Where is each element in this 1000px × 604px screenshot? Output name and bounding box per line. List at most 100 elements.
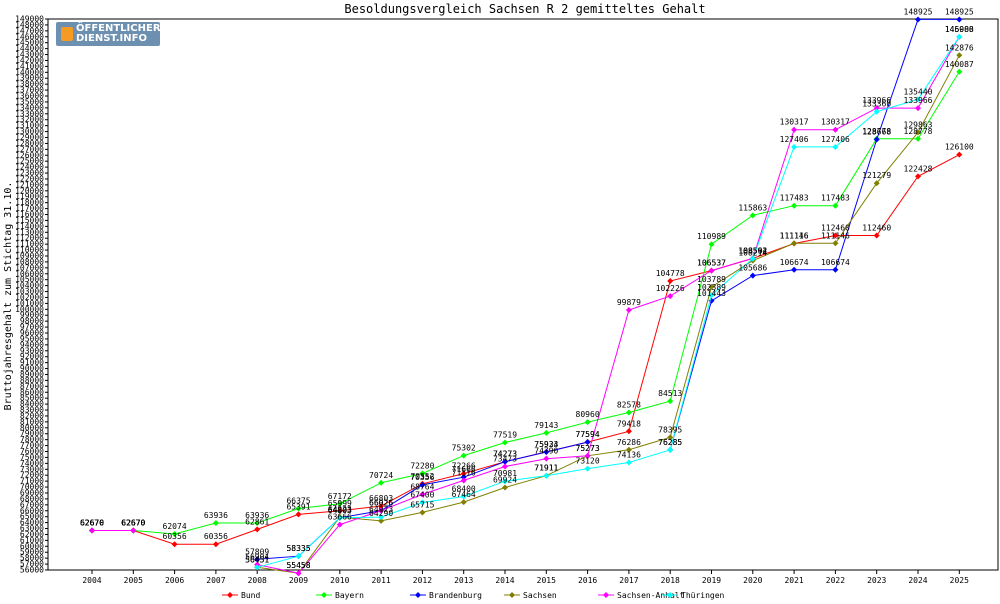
data-label-sachsen-anhalt: 145988: [945, 25, 974, 34]
x-tick-label: 2014: [495, 576, 514, 585]
data-label-bayern: 66375: [286, 497, 310, 506]
y-tick-label: 101000: [15, 299, 44, 308]
legend-marker-bund: [227, 592, 233, 598]
y-tick-label: 129000: [15, 133, 44, 142]
data-label-th-ringen: 64923: [369, 505, 393, 514]
x-tick-label: 2018: [661, 576, 680, 585]
x-tick-label: 2006: [165, 576, 184, 585]
data-label-sachsen: 64923: [328, 505, 352, 514]
y-tick-label: 98000: [20, 317, 44, 326]
data-label-th-ringen: 135440: [904, 87, 933, 96]
data-point-bayern: [956, 68, 963, 75]
data-label-brandenburg: 71666: [452, 465, 476, 474]
legend-label-sachsen: Sachsen: [523, 591, 557, 600]
x-tick-label: 2016: [578, 576, 597, 585]
data-point-brandenburg: [584, 439, 591, 446]
data-point-th-ringen: [791, 143, 798, 150]
data-label-brandenburg: 106674: [780, 258, 809, 267]
data-label-bayern: 128778: [862, 127, 891, 136]
data-label-brandenburg: 148925: [945, 7, 974, 16]
y-tick-label: 140000: [15, 68, 44, 77]
data-point-th-ringen: [749, 255, 756, 262]
data-point-bayern: [708, 241, 715, 248]
data-label-sachsen: 55458: [286, 561, 310, 570]
y-tick-label: 135000: [15, 97, 44, 106]
data-label-bund: 111116: [780, 231, 809, 240]
data-point-bayern: [749, 212, 756, 219]
x-tick-label: 2005: [124, 576, 143, 585]
legend-label-brandenburg: Brandenburg: [429, 591, 482, 600]
data-point-bund: [956, 151, 963, 158]
data-label-th-ringen: 102389: [697, 283, 726, 292]
data-label-bayern: 80960: [576, 410, 600, 419]
logo-icon: [61, 27, 73, 41]
data-label-bund: 79418: [617, 419, 641, 428]
y-tick-label: 141000: [15, 62, 44, 71]
y-tick-label: 132000: [15, 115, 44, 124]
data-label-brandenburg: 148925: [904, 7, 933, 16]
y-tick-label: 126000: [15, 151, 44, 160]
y-tick-label: 138000: [15, 80, 44, 89]
data-label-sachsen: 62670: [80, 518, 104, 527]
y-tick-label: 71000: [20, 477, 44, 486]
data-label-bayern: 63936: [245, 511, 269, 520]
data-label-bayern: 79143: [534, 421, 558, 430]
series-line-brandenburg: [669, 18, 960, 450]
data-label-brandenburg: 66026: [369, 499, 393, 508]
data-label-brandenburg: 74273: [493, 450, 517, 459]
x-tick-label: 2021: [784, 576, 803, 585]
data-label-th-ringen: 58335: [286, 544, 310, 553]
x-tick-label: 2024: [908, 576, 927, 585]
y-tick-label: 76000: [20, 447, 44, 456]
data-point-bayern: [791, 202, 798, 209]
data-label-sachsen-anhalt: 133966: [904, 96, 933, 105]
y-tick-label: 122000: [15, 174, 44, 183]
data-point-sachsen-anhalt: [336, 521, 343, 528]
y-tick-label: 56000: [20, 566, 44, 575]
data-label-bayern: 82578: [617, 401, 641, 410]
data-point-th-ringen: [584, 465, 591, 472]
data-point-sachsen: [956, 52, 963, 59]
data-label-bund: 70552: [410, 472, 434, 481]
y-axis-label: Bruttojahresgehalt zum Stichtag 31.10.: [3, 182, 14, 411]
data-point-brandenburg: [791, 266, 798, 273]
legend-marker-bayern: [321, 592, 327, 598]
data-point-bayern: [832, 202, 839, 209]
data-label-th-ringen: 70981: [493, 469, 517, 478]
data-point-bayern: [584, 419, 591, 426]
y-tick-label: 103000: [15, 287, 44, 296]
data-label-sachsen: 111146: [821, 231, 850, 240]
data-label-th-ringen: 71911: [534, 464, 558, 473]
data-label-bayern: 70724: [369, 471, 393, 480]
data-point-sachsen: [419, 509, 426, 516]
data-label-sachsen-anhalt: 56904: [245, 553, 269, 562]
y-tick-label: 104000: [15, 281, 44, 290]
data-label-bund: 112460: [821, 223, 850, 232]
data-point-bayern: [460, 452, 467, 459]
data-point-bund: [873, 232, 880, 239]
data-point-bayern: [625, 409, 632, 416]
data-label-sachsen-anhalt: 106537: [697, 259, 726, 268]
y-tick-label: 92000: [20, 352, 44, 361]
data-point-sachsen-anhalt: [89, 527, 95, 534]
data-point-bund: [254, 526, 261, 533]
data-label-sachsen: 62670: [121, 518, 145, 527]
data-label-brandenburg: 62670: [80, 518, 104, 527]
y-tick-label: 68000: [20, 494, 44, 503]
y-tick-label: 128000: [15, 139, 44, 148]
data-label-bayern: 117483: [780, 194, 809, 203]
data-point-sachsen: [378, 517, 385, 524]
data-point-th-ringen: [336, 514, 343, 521]
data-point-sachsen: [667, 434, 674, 441]
y-tick-label: 108000: [15, 257, 44, 266]
data-label-bayern: 110989: [697, 232, 726, 241]
logo-line-2: DIENST.INFO: [76, 33, 147, 44]
data-label-th-ringen: 74136: [617, 451, 641, 460]
data-label-brandenburg: 76285: [658, 438, 682, 447]
logo: ÖFFENTLICHER DIENST.INFO: [56, 22, 161, 46]
data-point-bund: [295, 511, 302, 518]
data-label-brandenburg: 62670: [121, 518, 145, 527]
y-tick-label: 61000: [20, 536, 44, 545]
data-label-bund: 66803: [369, 494, 393, 503]
